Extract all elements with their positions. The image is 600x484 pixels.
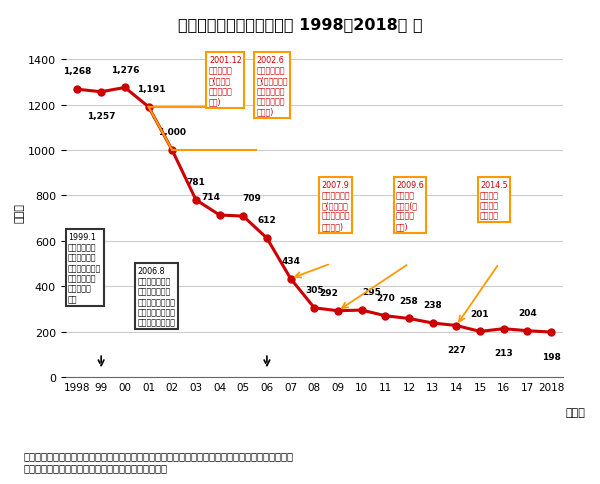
Text: （注）・「飲酒死亡事故」とは、第１当事者の飲酒状況が酒酔い、酒気帯び、基準以下、検知不能の
　　　　いずれかに該当する場合の死亡事故をいう。: （注）・「飲酒死亡事故」とは、第１当事者の飲酒状況が酒酔い、酒気帯び、基準以下、… xyxy=(24,450,294,472)
Text: 2009.6
改正道交
法施行(行
政処分の
強化): 2009.6 改正道交 法施行(行 政処分の 強化) xyxy=(396,180,424,231)
Text: 1,000: 1,000 xyxy=(158,128,186,137)
Text: 612: 612 xyxy=(257,216,276,225)
Text: 227: 227 xyxy=(447,345,466,354)
Text: 213: 213 xyxy=(494,348,513,357)
Text: 2007.9
改正道交法施
行(飲酒運転
及び助長行為
の厳罰化): 2007.9 改正道交法施 行(飲酒運転 及び助長行為 の厳罰化) xyxy=(322,180,350,231)
Text: 781: 781 xyxy=(187,178,205,186)
Text: 2006.8
福岡市内の橋上
で乗用車が飲酒
運転の車に追突さ
れ、海上へ転落。
幼児３名が死亡。: 2006.8 福岡市内の橋上 で乗用車が飲酒 運転の車に追突さ れ、海上へ転落。… xyxy=(138,266,176,327)
Text: 270: 270 xyxy=(376,293,395,302)
Text: 258: 258 xyxy=(400,296,418,305)
Y-axis label: （件）: （件） xyxy=(15,203,25,223)
Text: 1,268: 1,268 xyxy=(63,67,92,76)
Text: 1,276: 1,276 xyxy=(110,65,139,75)
Text: 238: 238 xyxy=(423,301,442,309)
Text: 198: 198 xyxy=(542,352,560,361)
Text: 1,191: 1,191 xyxy=(137,85,166,93)
Text: 1999.1
東名高速で乗
用車が飲酒運
転のトラックに
衝突され、幼
児２名が死
亡。: 1999.1 東名高速で乗 用車が飲酒運 転のトラックに 衝突され、幼 児２名が… xyxy=(68,232,101,303)
Text: 305: 305 xyxy=(305,286,323,294)
Text: 295: 295 xyxy=(362,287,381,297)
Text: 201: 201 xyxy=(471,309,490,318)
Text: 292: 292 xyxy=(319,288,338,297)
Text: 714: 714 xyxy=(202,193,221,202)
Text: 434: 434 xyxy=(281,256,300,265)
Text: 1,257: 1,257 xyxy=(87,112,115,121)
Text: 飲酒死亡事故件数の推移（ 1998～2018年 ）: 飲酒死亡事故件数の推移（ 1998～2018年 ） xyxy=(178,17,422,32)
Text: 204: 204 xyxy=(518,308,537,317)
Text: （年）: （年） xyxy=(565,407,585,417)
Text: 2002.6
改正道交法施
行(厳罰化、酒
気帯び運転の
罰則適用対象
見直し): 2002.6 改正道交法施 行(厳罰化、酒 気帯び運転の 罰則適用対象 見直し) xyxy=(256,56,288,117)
Text: 709: 709 xyxy=(242,194,261,203)
Text: 2014.5
自動車運
転死傷処
罰法施行: 2014.5 自動車運 転死傷処 罰法施行 xyxy=(480,180,508,220)
Text: 2001.12
改正刑法施
行(危険運
転致死傷罪
新設): 2001.12 改正刑法施 行(危険運 転致死傷罪 新設) xyxy=(209,56,242,106)
